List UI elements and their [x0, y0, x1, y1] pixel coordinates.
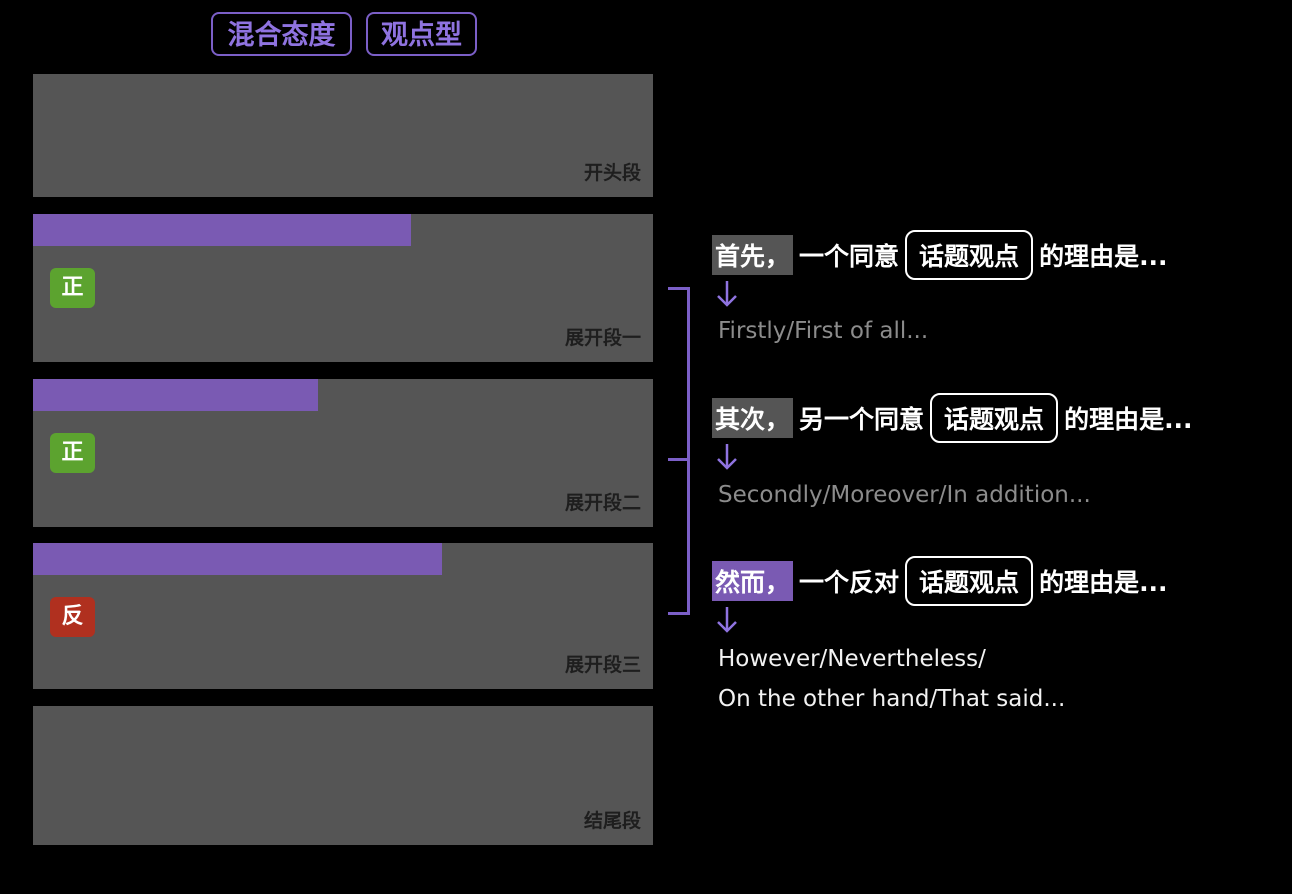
bracket-middle-tick — [668, 458, 690, 461]
conclusion-paragraph-label: 结尾段 — [583, 810, 641, 832]
point-1-topic-box: 话题观点 — [905, 230, 1034, 280]
point-1-english: Firstly/First of all... — [718, 318, 929, 344]
point-2-tail: 的理由是... — [1064, 405, 1193, 434]
body-paragraph-3-block: 反 展开段三 — [33, 543, 653, 689]
tag-mixed-attitude: 混合态度 — [211, 12, 352, 56]
point-3-topic-box: 话题观点 — [905, 556, 1034, 606]
body-paragraph-3-label: 展开段三 — [564, 654, 641, 676]
point-2-topic-box: 话题观点 — [930, 393, 1059, 443]
point-1-middle: 一个同意 — [799, 242, 900, 271]
pro-badge: 正 — [50, 268, 95, 308]
point-2-middle: 另一个同意 — [799, 405, 925, 434]
point-1-tail: 的理由是... — [1039, 242, 1168, 271]
point-2-phrase: 其次， 另一个同意 话题观点 的理由是... — [712, 393, 1193, 443]
down-arrow-icon — [717, 607, 737, 633]
pro-badge: 正 — [50, 433, 95, 473]
point-1-phrase: 首先， 一个同意 话题观点 的理由是... — [712, 230, 1168, 280]
body-paragraph-3-bar — [33, 543, 443, 575]
point-3-phrase: 然而， 一个反对 话题观点 的理由是... — [712, 556, 1168, 606]
body-paragraph-1-label: 展开段一 — [564, 327, 641, 349]
intro-paragraph-label: 开头段 — [583, 162, 641, 184]
body-bracket — [668, 287, 690, 615]
down-arrow-icon — [717, 444, 737, 470]
point-3-middle: 一个反对 — [799, 568, 900, 597]
con-badge: 反 — [50, 597, 95, 637]
body-paragraph-2-bar — [33, 379, 319, 411]
conclusion-paragraph-block: 结尾段 — [33, 706, 653, 845]
down-arrow-icon — [717, 281, 737, 307]
point-2-english: Secondly/Moreover/In addition... — [718, 482, 1091, 508]
body-paragraph-1-bar — [33, 214, 412, 246]
intro-paragraph-block: 开头段 — [33, 74, 653, 197]
point-1-lead: 首先， — [712, 235, 794, 275]
point-3-lead: 然而， — [712, 561, 794, 601]
point-2-lead: 其次， — [712, 398, 794, 438]
body-paragraph-2-block: 正 展开段二 — [33, 379, 653, 527]
point-3-tail: 的理由是... — [1039, 568, 1168, 597]
body-paragraph-2-label: 展开段二 — [564, 492, 641, 514]
point-3-english-line-1: However/Nevertheless/ — [718, 646, 986, 672]
tag-opinion-type: 观点型 — [366, 12, 477, 56]
point-3-english-line-2: On the other hand/That said... — [718, 686, 1066, 712]
body-paragraph-1-block: 正 展开段一 — [33, 214, 653, 362]
